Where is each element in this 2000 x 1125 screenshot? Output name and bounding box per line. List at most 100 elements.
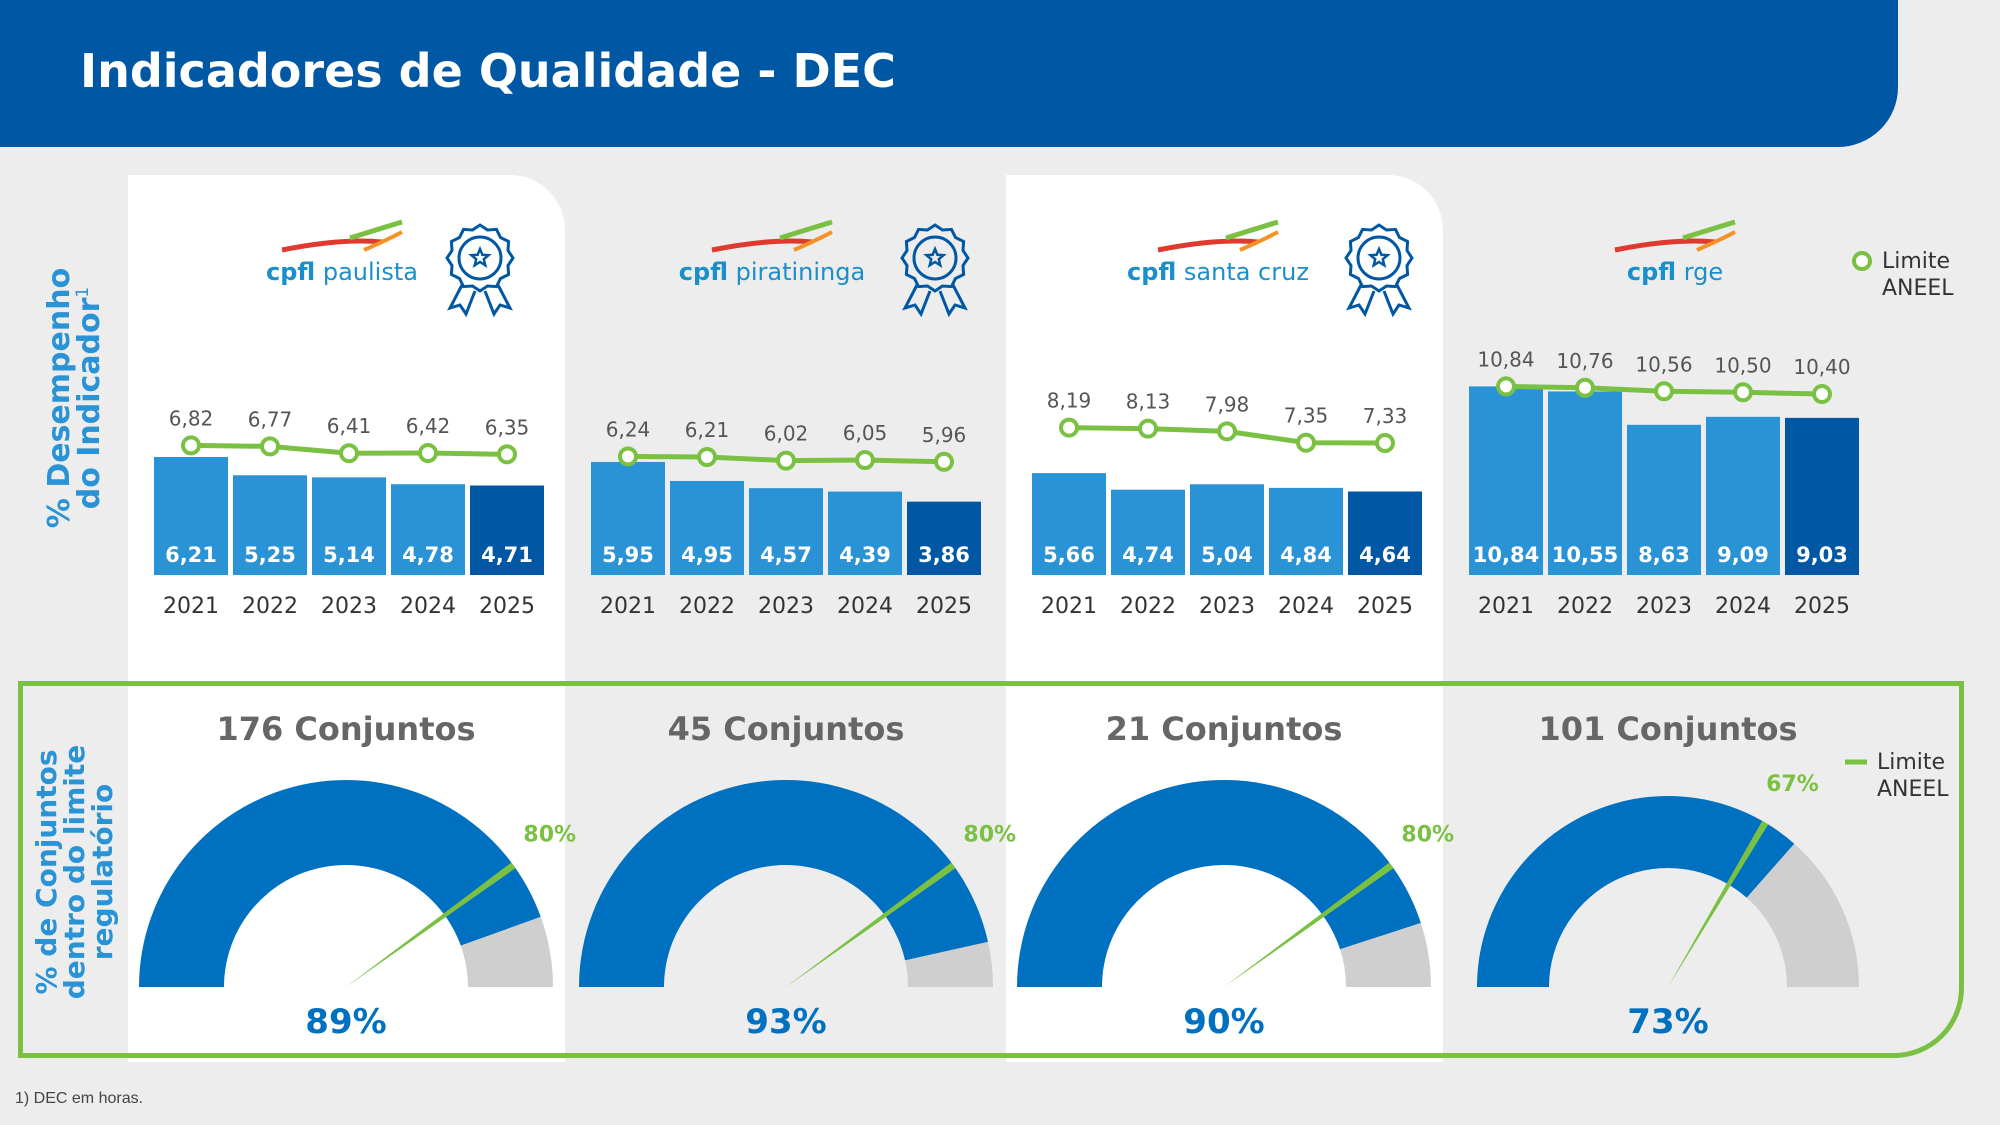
award-ribbon-right [938,284,968,318]
limit-value-label: 7,98 [1205,392,1250,416]
limit-value-label: 8,13 [1126,390,1171,414]
award-rosette [900,223,970,293]
bar-value-label: 4,74 [1122,543,1174,567]
bar [470,485,544,575]
limit-point [1575,377,1595,398]
award-star [1367,245,1391,268]
year-tick-label: 2021 [163,594,219,619]
page-title: Indicadores de Qualidade - DEC [80,44,896,98]
bar-value-label: 9,03 [1796,543,1848,567]
logo-company-name: rge [1684,258,1723,286]
limit-point [1812,384,1832,405]
gauge-title: 45 Conjuntos [668,710,905,748]
bar-value-label: 10,84 [1473,543,1539,567]
bar [591,461,665,575]
logo-swoosh-orange [1696,230,1736,252]
limit-point [1733,382,1753,403]
limit-value-label: 10,50 [1714,353,1771,377]
bar [1548,391,1622,575]
bar-value-label: 4,64 [1359,543,1411,567]
year-tick-label: 2024 [1278,594,1334,619]
award-ribbon-left [902,284,932,318]
limit-value-label: 10,76 [1556,349,1613,373]
limit-value-label: 6,77 [248,407,293,431]
limit-value-label: 7,35 [1284,404,1329,428]
logo-swoosh-orange [363,230,403,252]
limit-point [1496,376,1516,397]
bar [1269,487,1343,575]
company-logo: cpfl santa cruz [1127,219,1309,286]
gauge-limit-label: 80% [963,823,1016,848]
limit-value-label: 10,40 [1793,355,1850,379]
dec-chart-2: 5,66 2021 4,74 2022 5,04 2023 4,84 2024 4,64 2025… [1032,389,1422,619]
bar-value-label: 4,71 [481,543,533,567]
bar [312,477,386,575]
award-inner-circle [457,235,503,281]
gauge-1: 45 Conjuntos 80% 93% [579,710,1016,1042]
bar-value-label: 10,55 [1552,543,1618,567]
year-tick-label: 2023 [321,594,377,619]
logo-swoosh-red [711,238,813,253]
limit-point [418,443,438,464]
legend-label: ANEEL [1877,777,1949,802]
year-tick-label: 2022 [1120,594,1176,619]
bar-value-label: 5,14 [323,543,375,567]
year-tick-label: 2024 [400,594,456,619]
award-star [923,245,947,268]
gauge-value-arc [139,780,541,987]
year-tick-label: 2022 [679,594,735,619]
limit-value-label: 7,33 [1363,404,1408,428]
gauge-value-arc [579,779,989,987]
limit-point [855,450,875,471]
bar-value-label: 6,21 [165,543,217,567]
bar-value-label: 5,66 [1043,543,1095,567]
bar [907,501,981,575]
company-logo: cpfl rge [1614,219,1736,286]
logo-company-name: santa cruz [1184,258,1309,286]
limit-point [1654,381,1674,402]
bar [1348,491,1422,575]
year-tick-label: 2021 [1041,594,1097,619]
limit-point [776,450,796,471]
limit-point [260,436,280,457]
year-tick-label: 2024 [1715,594,1771,619]
limit-value-label: 6,41 [327,414,372,438]
logo-swoosh-green [779,219,833,241]
logo-text: cpfl paulista [266,258,418,286]
bar [1190,484,1264,575]
year-tick-label: 2021 [600,594,656,619]
gauge-value-label: 93% [745,1002,826,1042]
logo-text: cpfl rge [1627,258,1723,286]
limit-value-label: 10,84 [1477,347,1534,371]
limit-point [1217,421,1237,442]
legend-label: Limite [1882,249,1950,274]
award-star [468,245,492,268]
header-bar: Indicadores de Qualidade - DEC [0,0,1898,147]
footnote: 1) DEC em horas. [15,1090,144,1107]
limit-point [934,451,954,472]
gauge-remainder-arc [1340,923,1431,987]
legend-top: Limite ANEEL [1852,249,1954,301]
bar [670,480,744,575]
bar-value-label: 4,84 [1280,543,1332,567]
bar [391,484,465,575]
limit-point [618,446,638,467]
gauge-title: 176 Conjuntos [216,710,475,748]
year-tick-label: 2023 [1199,594,1255,619]
bar [1627,424,1701,575]
year-tick-label: 2023 [1636,594,1692,619]
limit-value-label: 6,02 [764,422,809,446]
year-tick-label: 2023 [758,594,814,619]
limit-value-label: 5,96 [922,423,967,447]
dec-chart-1: 5,95 2021 4,95 2022 4,57 2023 4,39 2024 3,86 2025… [591,417,981,619]
limit-value-label: 6,42 [406,414,451,438]
logo-text: cpfl santa cruz [1127,258,1309,286]
year-tick-label: 2021 [1478,594,1534,619]
gauge-remainder-arc [905,941,993,987]
limit-point [1138,418,1158,439]
bar [749,488,823,575]
bar-value-label: 4,78 [402,543,454,567]
gauge-title: 21 Conjuntos [1106,710,1343,748]
bar [1785,417,1859,575]
